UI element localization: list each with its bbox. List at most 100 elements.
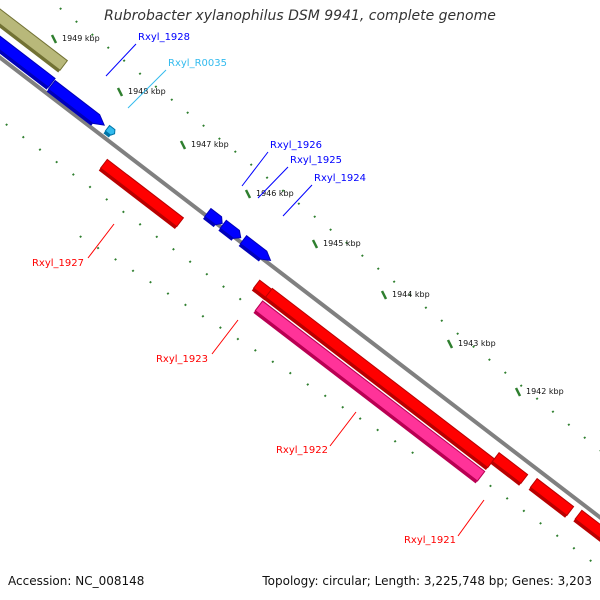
minor-tick [505,497,509,500]
minor-tick [75,20,78,24]
minor-tick [376,428,380,432]
minor-tick [306,383,310,386]
gene-label-rxyl_r0035[interactable]: Rxyl_R0035 [168,58,227,69]
map-title: Rubrobacter xylanophilus DSM 9941, compl… [104,8,496,24]
minor-tick [205,272,209,276]
feature-rxyl-1921[interactable] [528,477,575,518]
minor-tick [188,260,192,264]
minor-tick [440,319,444,323]
major-tick [446,339,454,349]
gene-label-rxyl_1927[interactable]: Rxyl_1927 [32,258,84,269]
kbp-label: 1948 kbp [128,87,166,96]
minor-tick [71,173,75,176]
minor-tick [114,258,117,261]
minor-tick [288,371,292,375]
major-tick [244,189,252,199]
minor-tick [38,148,42,151]
minor-tick [519,384,523,388]
minor-tick [149,280,152,284]
label-leader [329,411,357,447]
gene-label-rxyl_1926[interactable]: Rxyl_1926 [270,140,322,151]
feature-rxyl-1928[interactable] [46,79,108,132]
minor-tick [376,267,380,271]
minor-tick [555,534,559,538]
minor-tick [503,371,507,375]
kbp-label: 1942 kbp [526,387,564,396]
label-leader [87,223,115,259]
minor-tick [358,417,362,420]
feature-rxyl-1928a[interactable] [0,32,56,90]
minor-tick [91,33,94,37]
minor-tick [106,46,110,50]
minor-tick [281,189,285,193]
minor-tick [265,176,269,180]
minor-tick [411,451,414,455]
feature-rxyl-r0035[interactable] [103,124,116,138]
minor-tick [345,241,348,245]
minor-tick [253,349,257,352]
minor-tick [522,509,526,513]
minor-tick [551,410,555,414]
gene-label-rxyl_1928[interactable]: Rxyl_1928 [138,32,190,43]
gene-label-rxyl_1925[interactable]: Rxyl_1925 [290,155,342,166]
feature-rxyl-1927[interactable] [98,158,185,229]
minor-tick [138,72,142,76]
minor-tick [341,405,345,409]
feature-unlabeled[interactable] [0,5,69,73]
feature-rxyl-1926[interactable] [202,207,225,230]
feature-rxyl-1925[interactable] [218,219,243,244]
gene-label-rxyl_1924[interactable]: Rxyl_1924 [314,173,366,184]
gene-label-rxyl_1923[interactable]: Rxyl_1923 [156,354,208,365]
minor-tick [155,235,159,239]
gene-label-rxyl_1922[interactable]: Rxyl_1922 [276,445,328,456]
label-leader [105,43,137,77]
minor-tick [489,484,492,488]
minor-tick [271,360,275,364]
minor-tick [567,423,571,427]
minor-tick [222,285,225,288]
label-leader [127,69,167,109]
minor-tick [313,215,317,219]
minor-tick [572,546,576,550]
label-leader [257,166,289,199]
label-leader [211,319,239,355]
label-leader [282,184,313,217]
minor-tick [186,111,190,115]
feature-rxyl-1922[interactable] [253,300,486,484]
minor-tick [424,306,428,310]
minor-tick [105,198,109,201]
major-tick [311,239,319,249]
feature-rxyl-1923b[interactable] [263,287,496,470]
minor-tick [393,439,397,443]
major-tick [380,290,388,300]
scale-ticks: 1949 kbp 1948 kbp 1947 kbp 1946 kbp 1945 kbp… [5,7,600,563]
minor-tick [297,202,301,206]
minor-tick [472,345,475,349]
minor-tick [21,135,25,139]
minor-tick [131,269,135,273]
minor-tick [361,254,364,258]
minor-tick [233,150,237,154]
major-tick [179,140,187,150]
minor-tick [218,137,221,141]
minor-tick [589,559,592,563]
minor-tick [122,59,126,63]
gene-label-rxyl_1921[interactable]: Rxyl_1921 [404,535,456,546]
minor-tick [5,123,8,127]
minor-tick [238,297,242,301]
gene-features [0,5,600,543]
feature-rxyl-1921a[interactable] [490,451,529,486]
minor-tick [59,7,62,11]
minor-tick [55,160,59,164]
minor-tick [201,314,205,318]
minor-tick [184,303,187,307]
minor-tick [408,293,412,297]
minor-tick [170,98,174,102]
label-leader [457,499,485,537]
backbone [0,55,600,520]
feature-rxyl-1924[interactable] [238,234,274,267]
minor-tick [583,436,587,440]
minor-tick [392,280,396,284]
